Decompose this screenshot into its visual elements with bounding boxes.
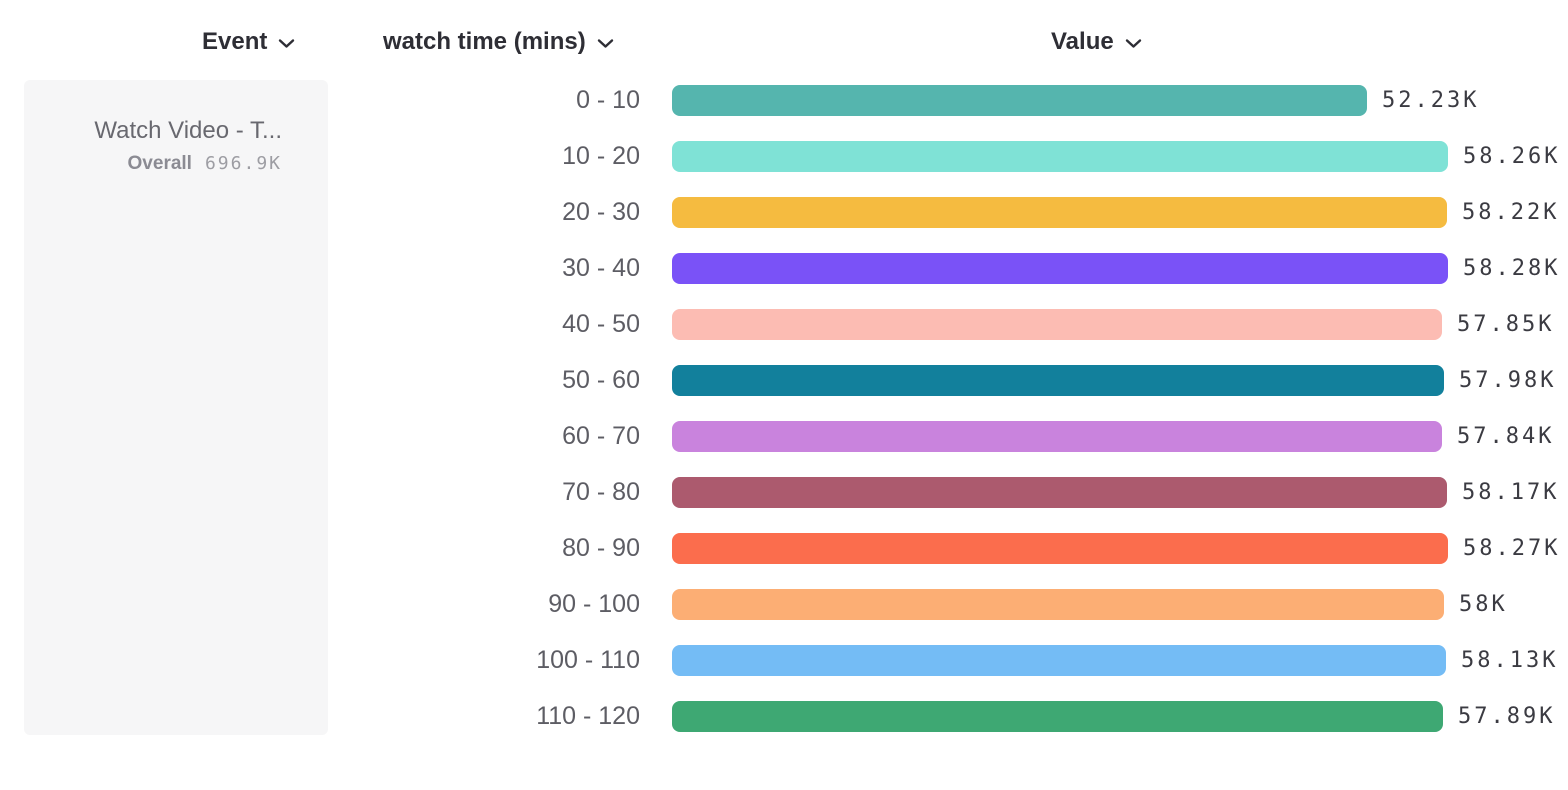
chart-row: 70 - 80 58.17K: [0, 464, 1568, 520]
bar-chart: 0 - 10 52.23K 10 - 20 58.26K 20 - 30 58.…: [0, 72, 1568, 744]
chart-row: 110 - 120 57.89K: [0, 688, 1568, 744]
event-name: Watch Video - T...: [94, 117, 282, 144]
value-label: 58K: [1459, 591, 1508, 617]
category-label: 80 - 90: [562, 533, 640, 562]
breakdown-column-header[interactable]: watch time (mins): [383, 26, 614, 58]
chevron-down-icon[interactable]: [278, 38, 295, 49]
bar[interactable]: [672, 476, 1447, 508]
bar[interactable]: [672, 588, 1444, 620]
chart-row: 20 - 30 58.22K: [0, 184, 1568, 240]
bar[interactable]: [672, 84, 1367, 116]
bar[interactable]: [672, 532, 1448, 564]
value-label: 58.28K: [1463, 255, 1561, 281]
bar[interactable]: [672, 252, 1448, 284]
value-column-header[interactable]: Value: [1051, 26, 1142, 58]
overall-value: 696.9K: [204, 153, 282, 174]
value-label: 57.85K: [1457, 311, 1555, 337]
value-label: 58.17K: [1462, 479, 1560, 505]
chart-row: 80 - 90 58.27K: [0, 520, 1568, 576]
bar[interactable]: [672, 364, 1444, 396]
bar[interactable]: [672, 700, 1443, 732]
category-label: 90 - 100: [548, 589, 640, 618]
bar[interactable]: [672, 140, 1448, 172]
category-label: 100 - 110: [536, 645, 640, 674]
category-label: 20 - 30: [562, 197, 640, 226]
category-label: 10 - 20: [562, 141, 640, 170]
category-label: 50 - 60: [562, 365, 640, 394]
chart-row: 10 - 20 58.26K: [0, 128, 1568, 184]
bar[interactable]: [672, 644, 1446, 676]
category-label: 40 - 50: [562, 309, 640, 338]
value-label: 52.23K: [1382, 87, 1480, 113]
chart-row: 50 - 60 57.98K: [0, 352, 1568, 408]
value-label: 58.13K: [1461, 647, 1559, 673]
category-label: 0 - 10: [576, 85, 640, 114]
value-label: 57.84K: [1457, 423, 1555, 449]
value-column-label: Value: [1051, 28, 1114, 55]
value-label: 57.98K: [1459, 367, 1557, 393]
category-label: 60 - 70: [562, 421, 640, 450]
overall-label: Overall: [127, 153, 192, 174]
chart-row: 100 - 110 58.13K: [0, 632, 1568, 688]
event-column-label: Event: [202, 28, 268, 55]
event-card[interactable]: Watch Video - T... Overall 696.9K: [24, 80, 328, 735]
event-column-header[interactable]: Event: [202, 26, 295, 58]
category-label: 70 - 80: [562, 477, 640, 506]
chart-row: 0 - 10 52.23K: [0, 72, 1568, 128]
value-label: 58.22K: [1462, 199, 1560, 225]
value-label: 58.27K: [1463, 535, 1561, 561]
chart-row: 40 - 50 57.85K: [0, 296, 1568, 352]
breakdown-column-label: watch time (mins): [383, 28, 586, 55]
bar[interactable]: [672, 420, 1442, 452]
chart-row: 30 - 40 58.28K: [0, 240, 1568, 296]
event-overall-row: Overall 696.9K: [24, 153, 282, 175]
bar[interactable]: [672, 308, 1442, 340]
category-label: 110 - 120: [536, 701, 640, 730]
chevron-down-icon[interactable]: [597, 38, 614, 49]
chart-row: 60 - 70 57.84K: [0, 408, 1568, 464]
bar[interactable]: [672, 196, 1447, 228]
chart-row: 90 - 100 58K: [0, 576, 1568, 632]
value-label: 57.89K: [1458, 703, 1556, 729]
value-label: 58.26K: [1463, 143, 1561, 169]
chevron-down-icon[interactable]: [1125, 38, 1142, 49]
category-label: 30 - 40: [562, 253, 640, 282]
